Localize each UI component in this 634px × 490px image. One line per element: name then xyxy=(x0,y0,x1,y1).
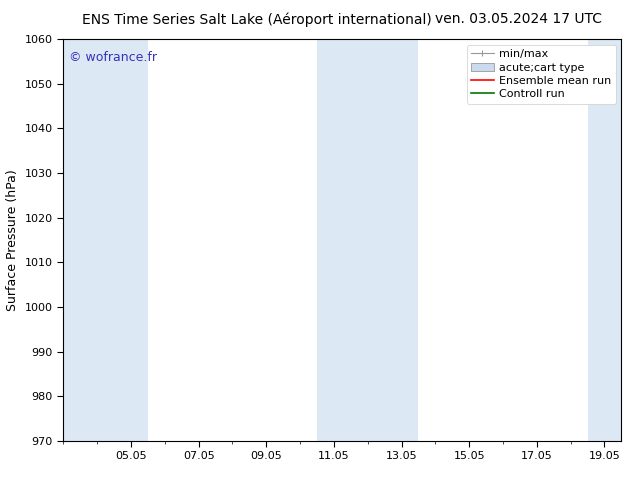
Text: ENS Time Series Salt Lake (Aéroport international): ENS Time Series Salt Lake (Aéroport inte… xyxy=(82,12,432,27)
Bar xyxy=(588,39,621,441)
Text: ven. 03.05.2024 17 UTC: ven. 03.05.2024 17 UTC xyxy=(436,12,602,26)
Y-axis label: Surface Pressure (hPa): Surface Pressure (hPa) xyxy=(6,169,19,311)
Bar xyxy=(63,39,148,441)
Legend: min/max, acute;cart type, Ensemble mean run, Controll run: min/max, acute;cart type, Ensemble mean … xyxy=(467,45,616,104)
Bar xyxy=(317,39,418,441)
Text: © wofrance.fr: © wofrance.fr xyxy=(69,51,157,64)
